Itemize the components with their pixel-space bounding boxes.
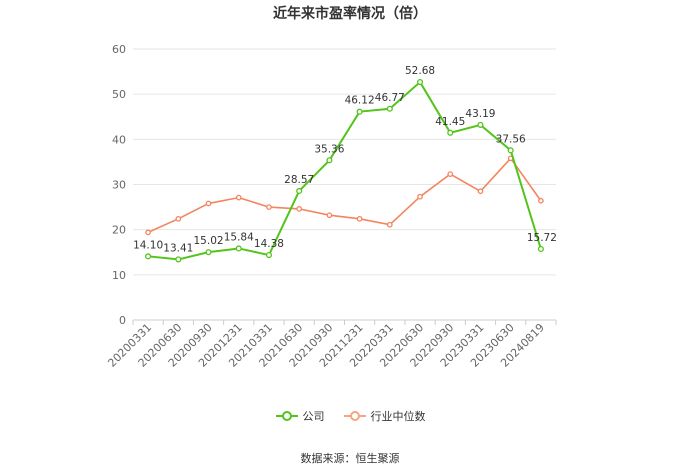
data-point <box>507 147 514 154</box>
y-tick-label: 50 <box>112 88 126 101</box>
y-tick-label: 40 <box>112 133 126 146</box>
y-tick-label: 0 <box>119 314 126 327</box>
data-point <box>296 206 303 212</box>
data-point <box>205 200 212 207</box>
data-point <box>175 215 182 222</box>
data-label: 15.02 <box>194 235 224 247</box>
data-label: 15.84 <box>224 231 254 243</box>
data-point <box>386 221 393 228</box>
y-tick-label: 20 <box>112 224 126 237</box>
data-point <box>447 171 454 177</box>
data-label: 35.36 <box>314 143 344 155</box>
series-line <box>147 157 542 234</box>
data-point <box>145 229 151 236</box>
data-label: 14.38 <box>254 238 284 250</box>
data-label: 52.68 <box>405 65 435 77</box>
data-point <box>417 193 423 200</box>
data-point <box>235 194 242 201</box>
data-point <box>477 121 484 128</box>
data-point <box>266 204 272 210</box>
data-point <box>538 197 544 204</box>
data-label: 14.10 <box>133 239 163 251</box>
legend-marker-company <box>275 411 298 421</box>
data-point <box>356 215 363 222</box>
chart-title: 近年来市盈率情况（倍） <box>273 6 427 22</box>
data-point <box>416 79 424 86</box>
data-point <box>296 187 303 195</box>
data-point <box>386 105 393 112</box>
data-point <box>145 253 152 260</box>
data-label: 46.12 <box>345 95 375 107</box>
data-label: 15.72 <box>527 232 557 244</box>
data-point <box>235 245 242 252</box>
data-point <box>477 188 484 195</box>
data-point <box>537 245 544 253</box>
data-point <box>326 212 333 219</box>
line-chart: 0102030405060202003312020063020200930202… <box>105 43 557 370</box>
series-line <box>148 81 542 261</box>
legend-marker-industry-median <box>343 411 366 421</box>
data-label: 43.19 <box>465 108 495 120</box>
data-label: 13.41 <box>163 242 193 254</box>
data-point <box>265 252 273 259</box>
data-point <box>326 157 333 164</box>
y-tick-label: 10 <box>112 269 126 282</box>
legend-label-company: 公司 <box>302 410 325 423</box>
legend-item-industry-median[interactable]: 行业中位数 <box>343 408 426 424</box>
data-point <box>205 249 212 256</box>
legend: 公司 行业中位数 <box>0 408 700 424</box>
legend-label-industry-median: 行业中位数 <box>370 410 426 423</box>
y-tick-label: 30 <box>112 179 126 192</box>
legend-item-company[interactable]: 公司 <box>275 408 325 424</box>
data-label: 37.56 <box>496 133 526 145</box>
data-point <box>447 129 454 136</box>
y-tick-label: 60 <box>112 43 126 56</box>
data-point <box>356 108 363 115</box>
data-source: 数据来源：恒生聚源 <box>300 452 400 465</box>
data-label: 46.77 <box>375 92 405 104</box>
data-label: 28.57 <box>284 174 314 186</box>
data-point <box>175 256 182 263</box>
data-label: 41.45 <box>435 116 465 128</box>
